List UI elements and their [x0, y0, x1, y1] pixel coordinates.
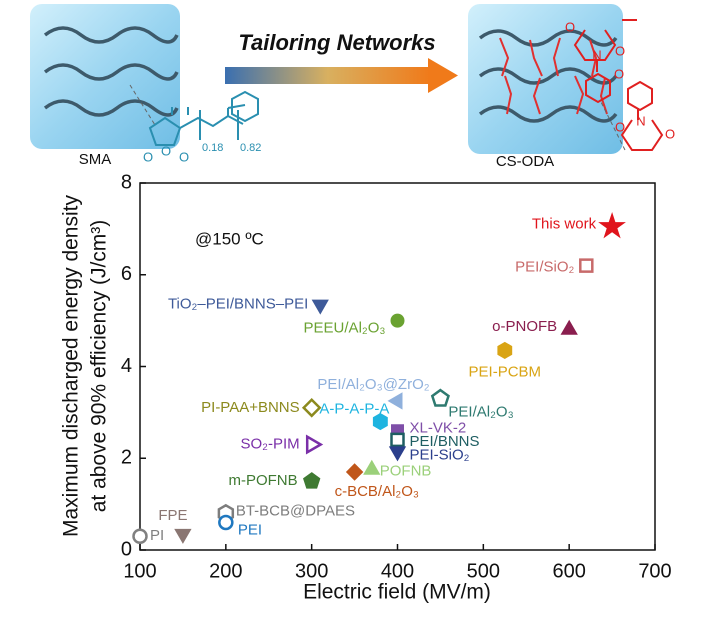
point [345, 463, 364, 481]
point [430, 388, 450, 407]
point-label: POFNB [380, 463, 432, 480]
point [305, 434, 324, 455]
arrow-label: Tailoring Networks [238, 30, 435, 55]
phenyl [627, 80, 653, 112]
y-tick-label: 8 [121, 171, 132, 193]
phenyl [585, 72, 611, 104]
point [388, 446, 407, 462]
crosslinks [499, 37, 608, 115]
imide-rings [573, 19, 664, 151]
point-label: PEI-PCBM [469, 363, 542, 380]
atom: O [179, 149, 189, 164]
point-label: c-BCB/Al₂O₃ [335, 483, 419, 500]
point [303, 472, 321, 489]
atom: N [636, 113, 645, 128]
y-tick-label: 2 [121, 447, 132, 469]
brackets [171, 107, 239, 140]
point-label: FPE [158, 507, 187, 524]
y-axis-title: Maximum discharged energy density [60, 195, 83, 537]
point [579, 258, 594, 273]
point-label: m-POFNB [228, 472, 297, 489]
sma-structure [148, 104, 246, 146]
atom: O [614, 66, 624, 81]
point [218, 514, 234, 531]
schematic: Tailoring Networks SMA CS-ODA O O O 0.18… [30, 4, 675, 170]
point-label: PI [150, 527, 164, 544]
point-label: PEI [238, 521, 262, 538]
point [174, 528, 192, 544]
benzene [231, 90, 259, 123]
arrow-body [225, 67, 430, 84]
point-label: PI-PAA+BNNS [201, 399, 300, 416]
point-label: PEI/SiO₂ [515, 259, 574, 276]
atom: O [565, 19, 575, 34]
chains [43, 26, 179, 117]
point [372, 413, 388, 431]
cs-oda-label: CS-ODA [496, 153, 554, 170]
atom: N [592, 47, 601, 62]
x-tick-label: 700 [638, 560, 671, 582]
point [387, 392, 403, 410]
y-tick-label: 4 [121, 355, 132, 377]
point [363, 459, 381, 475]
point-label: o-PNOFB [492, 318, 557, 335]
point [598, 212, 626, 239]
point [390, 313, 405, 328]
x-tick-label: 200 [209, 560, 242, 582]
point-label: PEEU/Al₂O₃ [304, 320, 386, 337]
atom: O [665, 126, 675, 141]
sma-label: SMA [79, 151, 112, 168]
point-label: PEI/BNNS [410, 433, 480, 450]
atom: O [615, 119, 625, 134]
point-label: TiO₂–PEI/BNNS–PEI [168, 296, 308, 313]
point [132, 528, 148, 544]
chains [478, 29, 618, 123]
point-label: A-P-A-P-A [319, 401, 389, 418]
y-tick-label: 0 [121, 538, 132, 560]
point [560, 319, 578, 335]
x-axis-title: Electric field (MV/m) [303, 581, 491, 604]
point-label: XL-VK-2 [410, 420, 467, 437]
subscript: 0.82 [240, 142, 261, 154]
x-tick-label: 400 [381, 560, 414, 582]
arrow-head [428, 58, 458, 93]
point-label: This work [532, 216, 597, 233]
point [301, 398, 322, 418]
x-tick-label: 100 [123, 560, 156, 582]
point-label: PEI/Al₂O₃@ZrO₂ [317, 376, 429, 393]
atom: O [143, 149, 153, 164]
point-label: PEI-SiO₂ [410, 446, 470, 463]
x-tick-label: 300 [295, 560, 328, 582]
y-axis-title: at above 90% efficiency (J/cm³) [88, 220, 111, 513]
callout [129, 84, 626, 151]
chart: @150 ºC Electric field (MV/m) Maximum di… [60, 171, 672, 603]
point [311, 299, 329, 315]
x-tick-label: 600 [552, 560, 585, 582]
point-label: SO₂-PIM [240, 435, 299, 452]
annotation: @150 ºC [195, 229, 264, 248]
point-label: BT-BCB@DPAES [236, 502, 355, 519]
y-tick-label: 6 [121, 263, 132, 285]
point [497, 341, 513, 359]
subscript: 0.18 [202, 142, 223, 154]
x-tick-label: 500 [467, 560, 500, 582]
atom: O [615, 43, 625, 58]
atom: O [161, 143, 171, 158]
point [390, 432, 405, 448]
point-label: PEI/Al₂O₃ [448, 404, 513, 421]
